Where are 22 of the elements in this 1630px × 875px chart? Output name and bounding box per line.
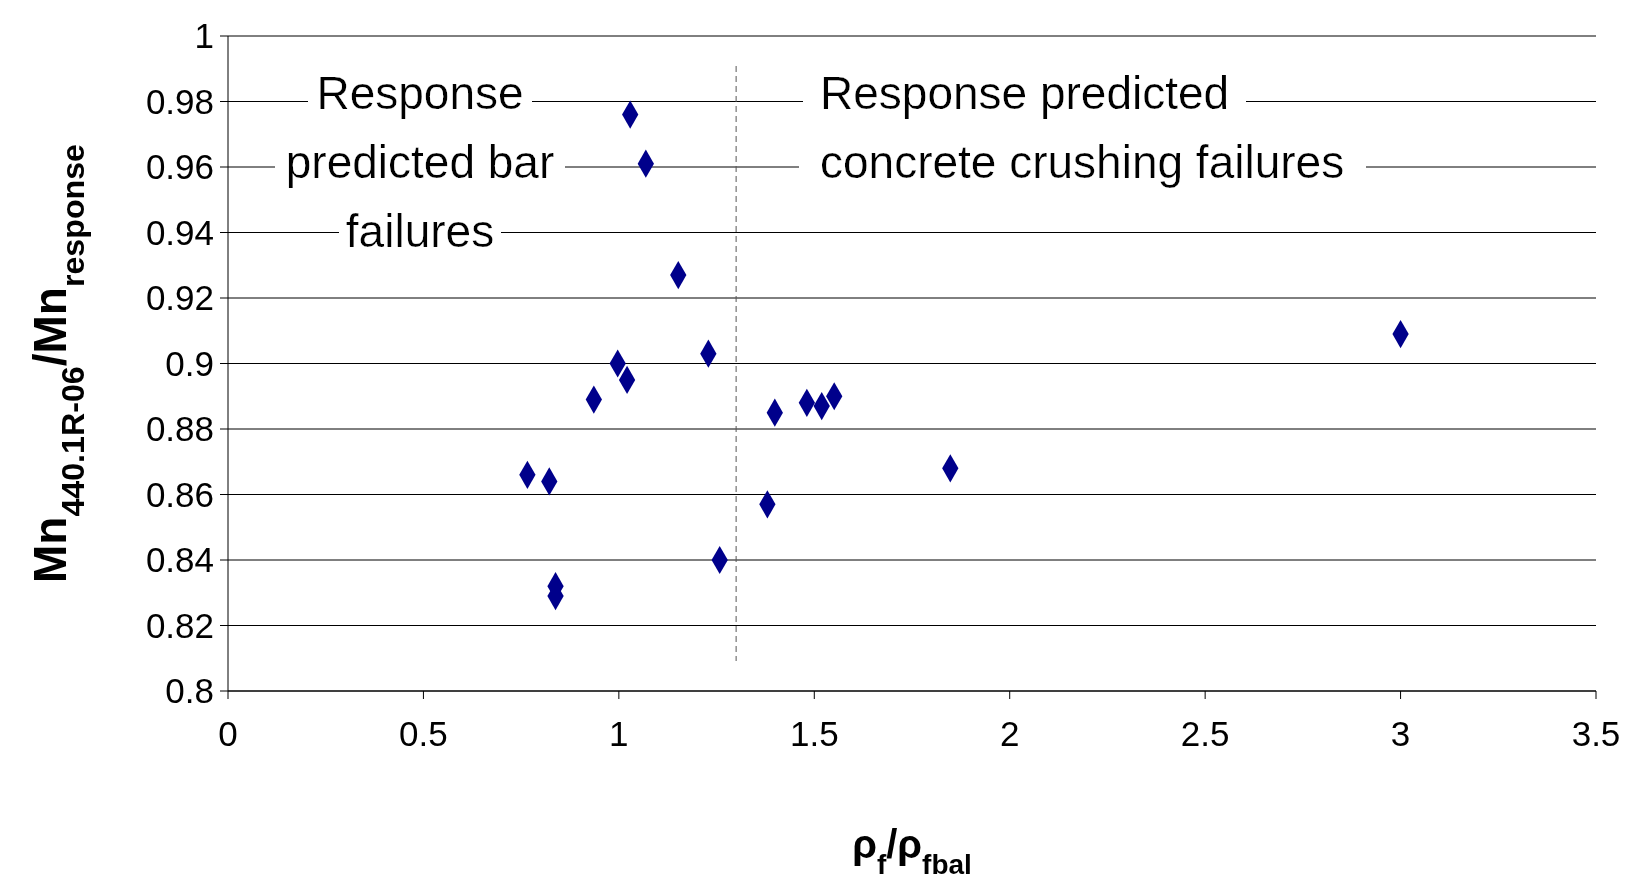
y-tick-label: 0.82	[145, 605, 214, 645]
y-tick-label: 0.96	[145, 147, 214, 187]
annotation: Response predicted concrete crushing failures	[820, 67, 1345, 188]
x-tick-label: 2	[999, 714, 1020, 753]
x-tick-label: 2.5	[1180, 714, 1230, 753]
x-tick-label: 0	[218, 714, 238, 753]
x-axis-title: ρ$_{f}$/ρ$_{fbal}$	[852, 822, 972, 875]
y-tick-label: 0.94	[145, 212, 214, 252]
x-tick-label: 3	[1390, 714, 1411, 753]
x-tick-label: 0.5	[399, 714, 448, 753]
y-tick-label: 0.92	[145, 278, 214, 318]
x-tick-label: 1	[609, 714, 629, 753]
y-tick-label: 0.9	[165, 343, 214, 383]
y-tick-label: 1	[194, 16, 214, 56]
annotation: Response predicted bar failures	[285, 67, 555, 257]
y-tick-label: 0.84	[145, 540, 214, 580]
y-tick-label: 0.8	[165, 671, 214, 711]
y-tick-label: 0.98	[145, 81, 214, 121]
y-tick-label: 0.86	[145, 474, 214, 514]
y-tick-label: 0.88	[145, 409, 214, 449]
x-tick-label: 3.5	[1571, 714, 1621, 753]
x-tick-label: 1.5	[789, 714, 839, 753]
